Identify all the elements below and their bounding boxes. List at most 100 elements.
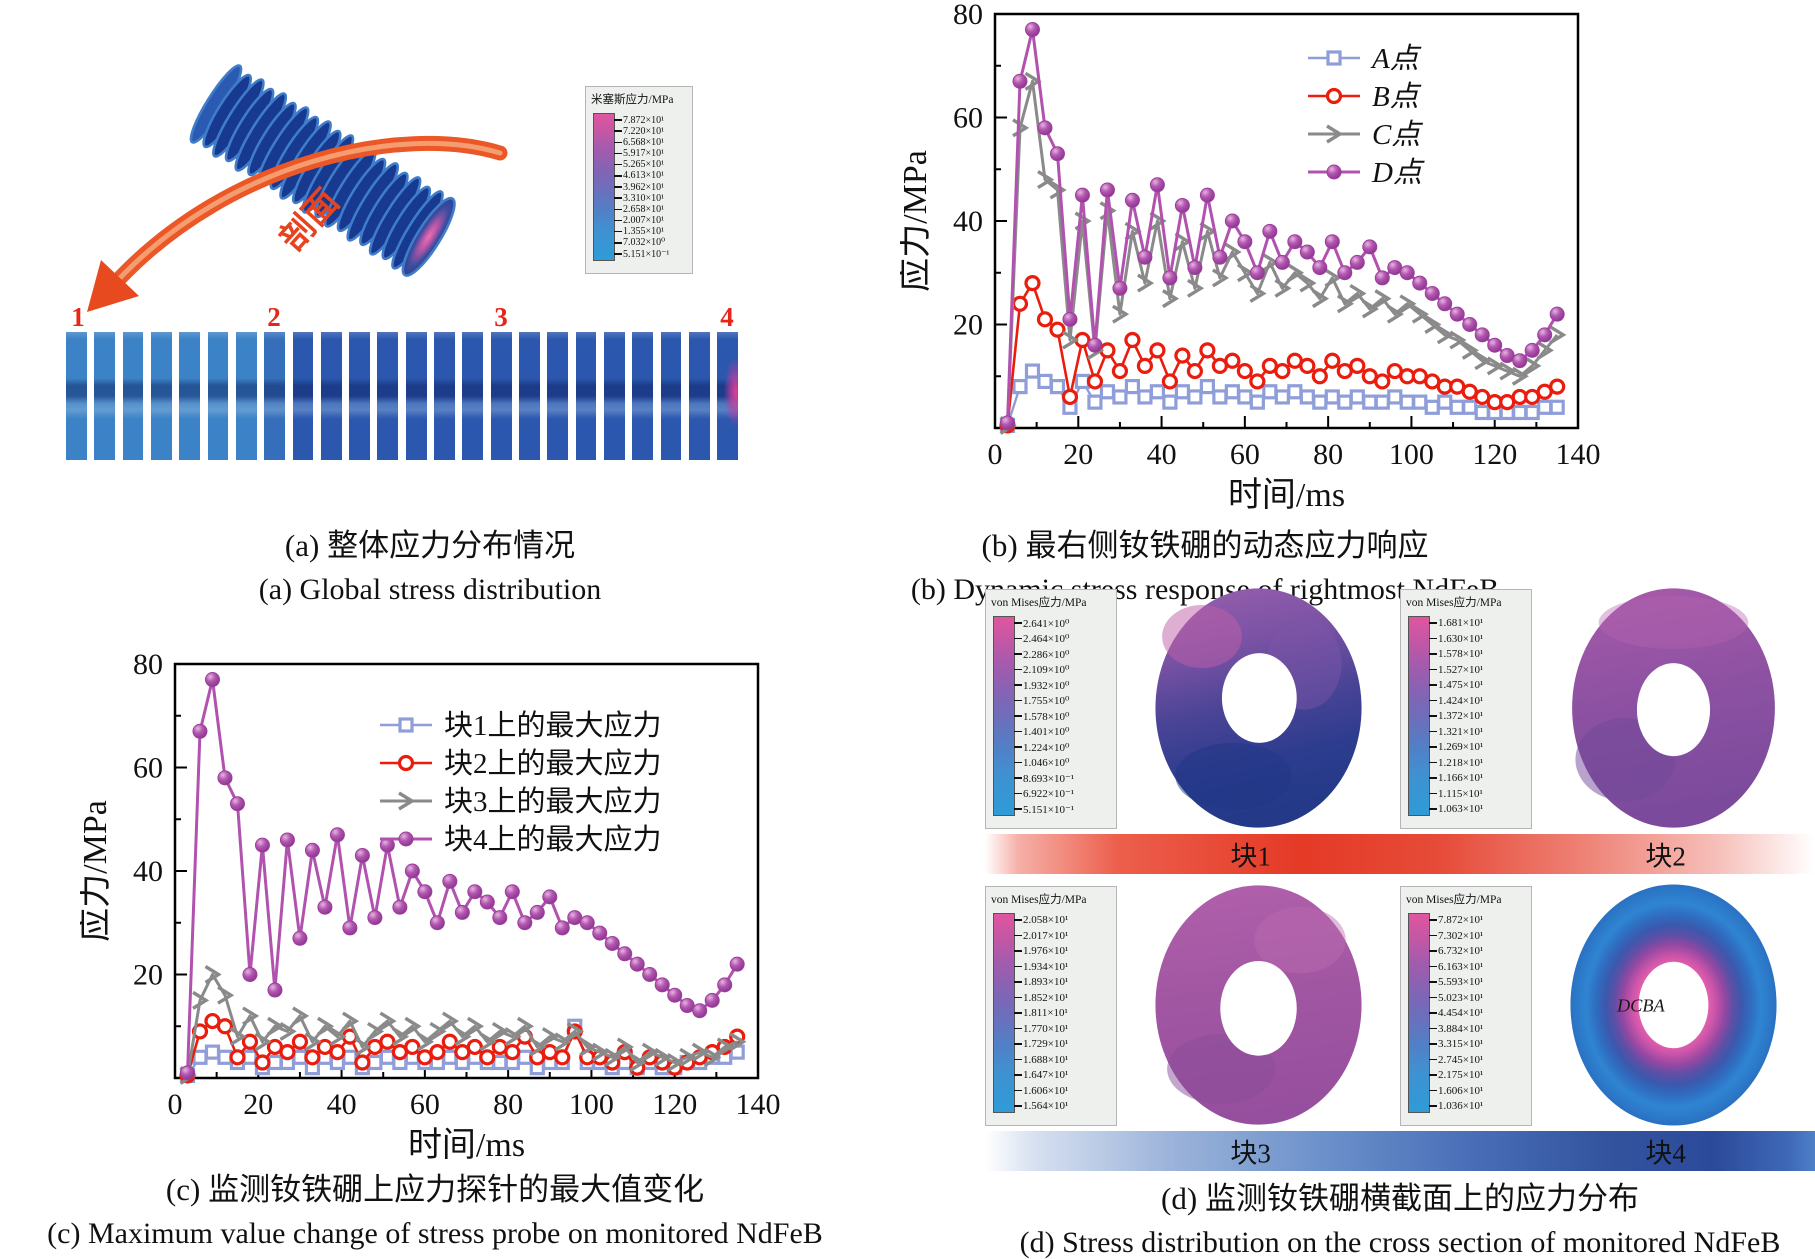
panel-d-caption-en: (d) Stress distribution on the cross sec…	[1019, 1225, 1781, 1259]
colorbar-tick-label: 1.036×10¹	[1429, 1099, 1483, 1113]
stack-bar	[632, 332, 654, 460]
svg-text:80: 80	[953, 0, 983, 31]
colorbar-title: von Mises应力/MPa	[991, 597, 1087, 609]
colorbar-tick-label: 1.475×10¹	[1429, 678, 1483, 692]
colorbar-tick-label: 8.693×10⁻¹	[1014, 771, 1074, 785]
colorbar-tick-label: 2.058×10¹	[1014, 913, 1068, 927]
magnet-stack-cross-section: 1 2 3 4	[66, 302, 738, 462]
block4-label: 块4	[1645, 1138, 1686, 1169]
y-axis-label: 应力/MPa	[80, 800, 114, 942]
block-number-4: 4	[720, 302, 734, 332]
svg-text:60: 60	[133, 752, 163, 785]
stack-bar	[519, 332, 540, 460]
colorbar-tick-label: 1.355×10¹	[614, 225, 664, 239]
colorbar-tick-label: 1.852×10¹	[1014, 991, 1068, 1005]
stack-bar	[292, 332, 314, 460]
panel-a-colorbar: 米塞斯应力/MPa 7.872×10¹ 7.220×10¹ 6.568×10¹ 5.91…	[585, 86, 693, 274]
legend-entry-label: C点	[1372, 119, 1423, 151]
colorbar-tick-label: 1.578×10⁰	[1014, 709, 1069, 723]
block-number-2: 2	[267, 302, 281, 332]
svg-text:40: 40	[133, 855, 163, 888]
colorbar-gradient	[1408, 616, 1430, 816]
svg-text:80: 80	[493, 1088, 523, 1121]
legend-entry-label: D点	[1371, 157, 1425, 189]
block3-cross-section	[1155, 885, 1362, 1125]
stack-bar	[688, 332, 710, 460]
x-axis-label: 时间/ms	[408, 1127, 525, 1164]
corrugated-magnet-3d-model	[189, 64, 456, 277]
panel-c-max-stress: 0 20 40 60 80 100 120 140 20 40 60 80 时间/ms 应力/MPa 块1上…	[20, 648, 850, 1259]
svg-text:120: 120	[1472, 438, 1517, 471]
colorbar-tick-label: 7.032×10⁰	[614, 236, 665, 250]
colorbar-tick-label: 2.175×10¹	[1429, 1068, 1483, 1082]
probe-points-annotation: DCBA	[1616, 996, 1666, 1016]
colorbar-title: von Mises应力/MPa	[1406, 894, 1502, 906]
svg-text:40: 40	[1147, 438, 1177, 471]
cross-section-arrow: 剖面	[87, 136, 508, 312]
svg-text:100: 100	[1389, 438, 1434, 471]
colorbar-tick-label: 4.454×10¹	[1429, 1006, 1483, 1020]
colorbar-tick-label: 5.917×10¹	[614, 147, 664, 161]
section-arrow-label: 剖面	[273, 182, 347, 258]
panel-c-caption-cn: (c) 监测钕铁硼上应力探针的最大值变化	[165, 1172, 705, 1207]
legend-entry-label: B点	[1372, 81, 1422, 113]
colorbar-tick-label: 2.745×10¹	[1429, 1053, 1483, 1067]
block2-label: 块2	[1645, 841, 1686, 872]
colorbar-tick-label: 1.372×10¹	[1429, 709, 1483, 723]
colorbar-gradient	[993, 913, 1015, 1113]
svg-text:20: 20	[133, 959, 163, 992]
stack-bar	[434, 332, 455, 460]
colorbar-tick-label: 1.115×10¹	[1429, 787, 1483, 801]
svg-text:40: 40	[953, 205, 983, 238]
block2-colorbar: von Mises应力/MPa 1.681×10¹ 1.630×10¹ 1.578×1…	[1400, 589, 1532, 829]
block2-hole	[1636, 663, 1711, 757]
panel-b-dynamic-stress: 0 20 40 60 80 100 120 140 20 40 60 80 时间/ms 应力/MPa A点 B…	[885, 0, 1605, 645]
colorbar-tick-label: 1.688×10¹	[1014, 1053, 1068, 1067]
block3-colorbar: von Mises应力/MPa 2.058×10¹ 2.017×10¹ 1.976×1…	[985, 886, 1117, 1126]
colorbar-title: von Mises应力/MPa	[991, 894, 1087, 906]
magnet-end-cap	[401, 196, 456, 277]
block3-quadrant: von Mises应力/MPa 2.058×10¹ 2.017×10¹ 1.976×1…	[985, 882, 1400, 1128]
colorbar-tick-label: 1.755×10⁰	[1014, 694, 1069, 708]
panel-c-caption-en: (c) Maximum value change of stress probe…	[47, 1216, 823, 1250]
colorbar-gradient	[1408, 913, 1430, 1113]
panel-d-caption: (d) 监测钕铁硼横截面上的应力分布 (d) Stress distributi…	[985, 1181, 1815, 1259]
panel-d-cross-sections: von Mises应力/MPa 2.641×10⁰ 2.464×10⁰ 2.286×1…	[985, 585, 1815, 1259]
cross-section-row-2: von Mises应力/MPa 2.058×10¹ 2.017×10¹ 1.976×1…	[985, 882, 1815, 1128]
block4-quadrant: von Mises应力/MPa 7.872×10¹ 7.302×10¹ 6.732×1…	[1400, 882, 1815, 1128]
block4-cross-section: DCBA	[1570, 884, 1777, 1126]
max-stress-chart: 0 20 40 60 80 100 120 140 20 40 60 80 时间/ms 应力/MPa 块1上…	[80, 650, 781, 1164]
legend-entry-label: A点	[1370, 43, 1422, 75]
stack-bar	[150, 332, 172, 460]
colorbar-tick-label: 1.976×10¹	[1014, 944, 1068, 958]
stack-bar	[349, 332, 370, 460]
block2-quadrant: von Mises应力/MPa 1.681×10¹ 1.630×10¹ 1.578×1…	[1400, 585, 1815, 831]
svg-text:60: 60	[953, 102, 983, 135]
colorbar-tick-label: 1.893×10¹	[1014, 975, 1068, 989]
svg-text:20: 20	[243, 1088, 273, 1121]
panel-c-caption: (c) 监测钕铁硼上应力探针的最大值变化 (c) Maximum value c…	[20, 1172, 850, 1251]
stack-bar	[66, 332, 87, 460]
svg-text:0: 0	[168, 1088, 183, 1121]
stack-bar	[264, 332, 285, 460]
colorbar-tick-label: 2.109×10⁰	[1014, 663, 1069, 677]
colorbar-tick-label: 6.163×10¹	[1429, 960, 1483, 974]
colorbar-tick-label: 7.220×10¹	[614, 124, 664, 138]
y-axis-label: 应力/MPa	[900, 150, 934, 292]
colorbar-tick-label: 1.630×10¹	[1429, 632, 1483, 646]
colorbar-tick-label: 6.732×10¹	[1429, 944, 1483, 958]
colorbar-tick-label: 5.023×10¹	[1429, 991, 1483, 1005]
svg-text:100: 100	[569, 1088, 614, 1121]
colorbar-tick-label: 5.151×10⁻¹	[614, 247, 669, 261]
colorbar-tick-label: 1.729×10¹	[1014, 1037, 1068, 1051]
colorbar-tick-label: 1.681×10¹	[1429, 616, 1483, 630]
block2-cross-section	[1572, 588, 1775, 828]
svg-text:140: 140	[736, 1088, 781, 1121]
svg-text:60: 60	[1230, 438, 1260, 471]
svg-text:120: 120	[652, 1088, 697, 1121]
block3-label: 块3	[1230, 1138, 1271, 1169]
colorbar-tick-label: 1.269×10¹	[1429, 740, 1483, 754]
colorbar-tick-label: 5.151×10⁻¹	[1014, 802, 1074, 816]
colorbar-tick-label: 5.265×10¹	[614, 158, 664, 172]
colorbar-tick-label: 1.811×10¹	[1014, 1006, 1068, 1020]
